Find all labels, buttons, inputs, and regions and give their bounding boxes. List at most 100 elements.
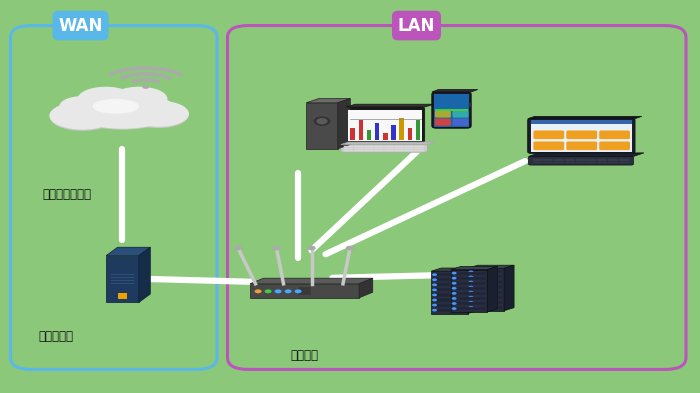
- FancyBboxPatch shape: [416, 120, 421, 140]
- FancyBboxPatch shape: [394, 148, 404, 149]
- FancyBboxPatch shape: [10, 26, 217, 369]
- Polygon shape: [528, 153, 644, 156]
- FancyBboxPatch shape: [543, 159, 554, 161]
- Circle shape: [314, 116, 330, 126]
- FancyBboxPatch shape: [452, 272, 486, 275]
- Ellipse shape: [92, 99, 139, 114]
- FancyBboxPatch shape: [619, 159, 629, 161]
- Polygon shape: [106, 247, 150, 255]
- Text: 光モデム等: 光モデム等: [38, 329, 74, 343]
- Text: LAN: LAN: [398, 17, 435, 35]
- FancyBboxPatch shape: [375, 123, 379, 140]
- FancyBboxPatch shape: [566, 130, 597, 139]
- Ellipse shape: [111, 89, 167, 112]
- Circle shape: [452, 307, 456, 310]
- FancyBboxPatch shape: [354, 146, 363, 147]
- FancyBboxPatch shape: [391, 125, 396, 140]
- Circle shape: [452, 292, 456, 295]
- FancyBboxPatch shape: [364, 148, 374, 149]
- FancyBboxPatch shape: [531, 120, 632, 124]
- Polygon shape: [468, 265, 514, 268]
- FancyBboxPatch shape: [367, 130, 371, 140]
- Polygon shape: [359, 278, 372, 298]
- Circle shape: [307, 246, 316, 250]
- FancyBboxPatch shape: [599, 141, 630, 150]
- Circle shape: [432, 278, 437, 281]
- FancyBboxPatch shape: [452, 277, 486, 280]
- FancyBboxPatch shape: [597, 159, 607, 161]
- FancyBboxPatch shape: [433, 283, 466, 286]
- Circle shape: [142, 85, 149, 89]
- FancyBboxPatch shape: [528, 119, 635, 153]
- Circle shape: [468, 281, 473, 283]
- Circle shape: [274, 289, 281, 293]
- Circle shape: [432, 299, 437, 301]
- Circle shape: [468, 275, 473, 278]
- Ellipse shape: [111, 87, 167, 111]
- FancyBboxPatch shape: [608, 159, 618, 161]
- Circle shape: [468, 291, 473, 294]
- Ellipse shape: [129, 101, 189, 127]
- FancyBboxPatch shape: [228, 26, 686, 369]
- Circle shape: [272, 246, 281, 250]
- FancyBboxPatch shape: [575, 162, 586, 163]
- FancyBboxPatch shape: [405, 150, 414, 151]
- Ellipse shape: [71, 94, 174, 130]
- Text: WAN: WAN: [58, 17, 103, 35]
- FancyBboxPatch shape: [364, 150, 374, 151]
- FancyBboxPatch shape: [451, 270, 487, 312]
- Circle shape: [432, 283, 437, 286]
- FancyBboxPatch shape: [587, 159, 596, 161]
- FancyBboxPatch shape: [414, 146, 424, 147]
- FancyBboxPatch shape: [433, 293, 466, 296]
- Circle shape: [432, 273, 437, 276]
- FancyBboxPatch shape: [354, 148, 363, 149]
- Circle shape: [452, 282, 456, 285]
- Text: インターネット: インターネット: [42, 188, 91, 201]
- FancyBboxPatch shape: [394, 146, 404, 147]
- Ellipse shape: [78, 87, 134, 111]
- FancyBboxPatch shape: [575, 159, 586, 161]
- FancyBboxPatch shape: [452, 292, 486, 295]
- Circle shape: [468, 306, 473, 309]
- FancyBboxPatch shape: [434, 94, 469, 127]
- Ellipse shape: [78, 89, 134, 112]
- Circle shape: [432, 309, 437, 312]
- FancyBboxPatch shape: [298, 286, 312, 295]
- Polygon shape: [432, 90, 478, 92]
- FancyBboxPatch shape: [469, 270, 503, 274]
- Polygon shape: [346, 104, 434, 107]
- Circle shape: [452, 297, 456, 300]
- FancyBboxPatch shape: [383, 132, 388, 140]
- Circle shape: [468, 296, 473, 299]
- FancyBboxPatch shape: [543, 162, 554, 163]
- FancyBboxPatch shape: [364, 146, 374, 147]
- Circle shape: [432, 304, 437, 307]
- Circle shape: [452, 302, 456, 305]
- Polygon shape: [468, 268, 477, 314]
- Circle shape: [234, 246, 242, 250]
- FancyBboxPatch shape: [384, 148, 393, 149]
- FancyBboxPatch shape: [533, 162, 542, 163]
- Ellipse shape: [60, 96, 106, 117]
- FancyBboxPatch shape: [554, 162, 564, 163]
- Circle shape: [285, 289, 292, 293]
- FancyBboxPatch shape: [528, 156, 634, 165]
- Circle shape: [316, 118, 328, 124]
- FancyBboxPatch shape: [433, 278, 466, 281]
- Ellipse shape: [130, 103, 188, 128]
- FancyBboxPatch shape: [394, 150, 404, 151]
- FancyBboxPatch shape: [407, 128, 412, 140]
- FancyBboxPatch shape: [533, 130, 564, 139]
- FancyBboxPatch shape: [435, 109, 468, 111]
- FancyBboxPatch shape: [344, 148, 354, 149]
- Polygon shape: [451, 266, 497, 270]
- FancyBboxPatch shape: [469, 281, 503, 284]
- Circle shape: [468, 286, 473, 288]
- FancyBboxPatch shape: [599, 130, 630, 139]
- FancyBboxPatch shape: [111, 280, 134, 281]
- Polygon shape: [487, 266, 497, 312]
- Circle shape: [432, 294, 437, 296]
- FancyBboxPatch shape: [374, 146, 384, 147]
- FancyBboxPatch shape: [111, 277, 134, 278]
